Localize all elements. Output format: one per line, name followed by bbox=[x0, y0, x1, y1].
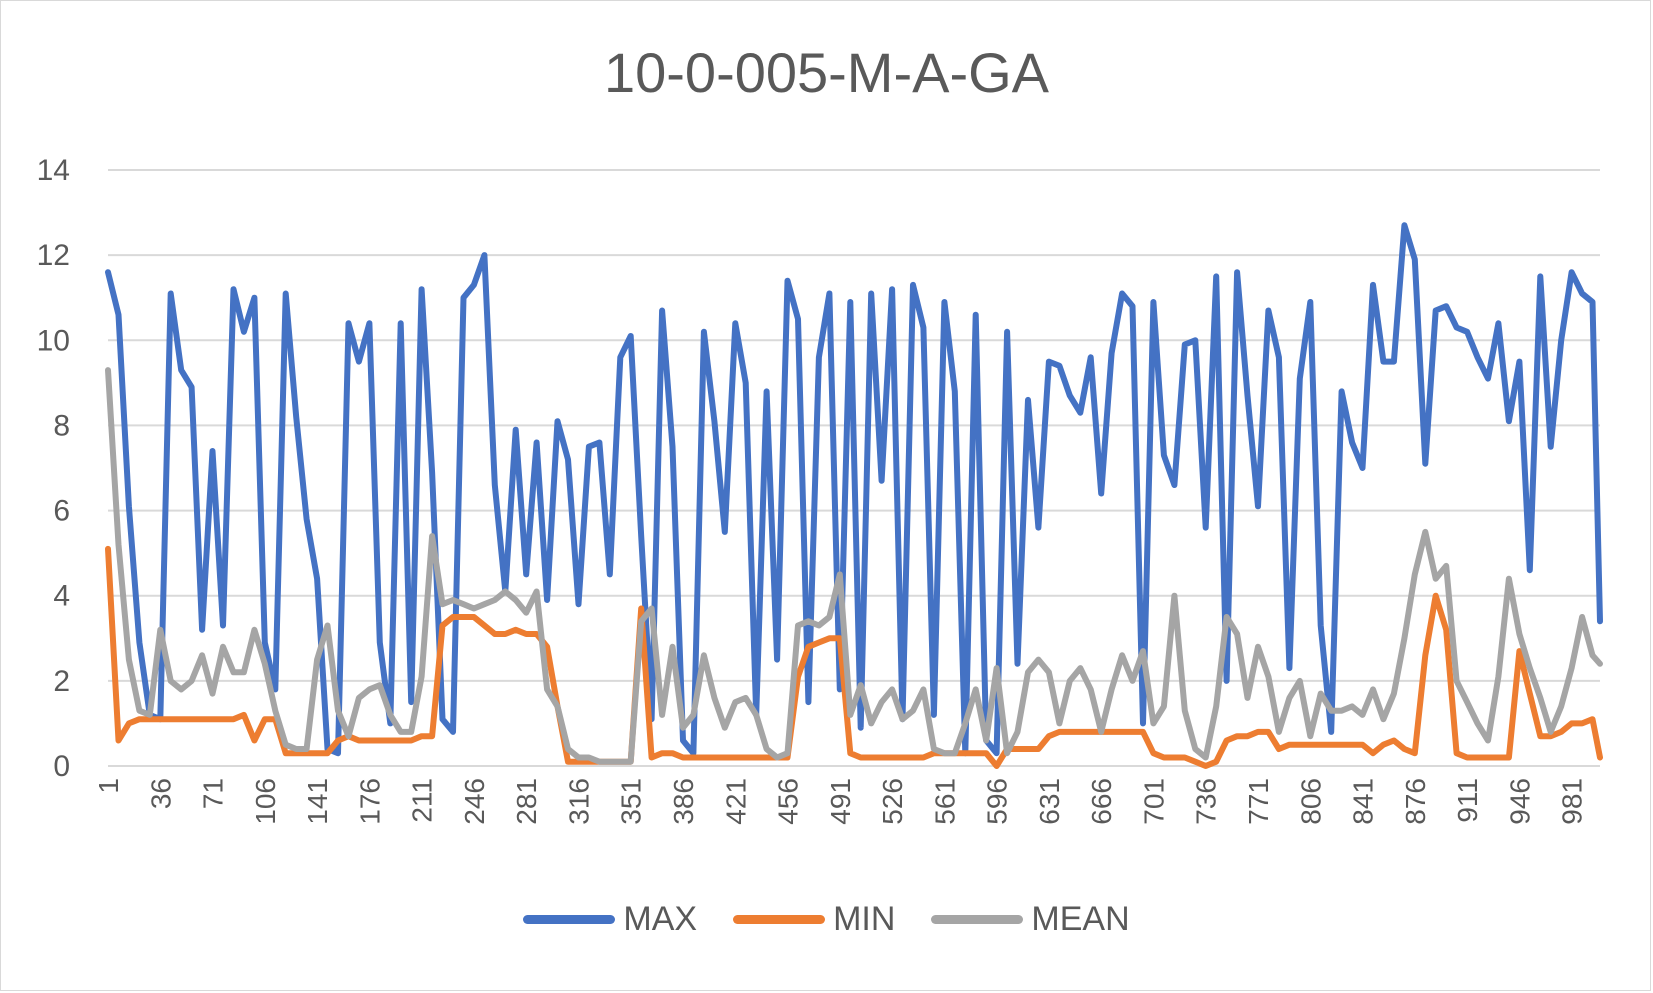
y-tick-label: 14 bbox=[37, 154, 70, 187]
x-tick-label: 351 bbox=[616, 778, 647, 825]
x-tick-label: 491 bbox=[825, 778, 856, 825]
x-tick-label: 141 bbox=[302, 778, 333, 825]
y-tick-label: 8 bbox=[53, 409, 70, 442]
legend-label: MAX bbox=[623, 900, 698, 938]
y-tick-label: 6 bbox=[53, 495, 70, 528]
x-tick-label: 526 bbox=[877, 778, 908, 825]
y-tick-label: 0 bbox=[53, 750, 70, 783]
chart-legend: MAX MIN MEAN bbox=[0, 900, 1653, 939]
series-line-mean bbox=[105, 367, 1603, 765]
y-tick-label: 10 bbox=[37, 324, 70, 357]
x-tick-label: 456 bbox=[773, 778, 804, 825]
x-tick-label: 106 bbox=[250, 778, 281, 825]
x-tick-label: 946 bbox=[1504, 778, 1535, 825]
legend-swatch bbox=[523, 915, 616, 924]
x-tick-label: 631 bbox=[1034, 778, 1065, 825]
legend-item-mean: MEAN bbox=[931, 900, 1130, 939]
x-tick-label: 701 bbox=[1138, 778, 1169, 825]
legend-swatch bbox=[733, 915, 826, 924]
x-tick-label: 771 bbox=[1243, 778, 1274, 825]
chart-title: 10-0-005-M-A-GA bbox=[603, 41, 1050, 104]
x-tick-label: 806 bbox=[1295, 778, 1326, 825]
legend-label: MIN bbox=[833, 900, 896, 938]
x-tick-label: 876 bbox=[1400, 778, 1431, 825]
x-tick-label: 981 bbox=[1557, 778, 1588, 825]
legend-label: MEAN bbox=[1031, 900, 1130, 938]
x-tick-label: 1 bbox=[93, 778, 124, 794]
series-line-max bbox=[105, 222, 1603, 757]
x-tick-label: 281 bbox=[511, 778, 542, 825]
x-tick-label: 71 bbox=[198, 778, 229, 809]
x-tick-label: 561 bbox=[929, 778, 960, 825]
legend-swatch bbox=[931, 915, 1024, 924]
x-tick-label: 316 bbox=[563, 778, 594, 825]
x-tick-label: 841 bbox=[1348, 778, 1379, 825]
x-tick-label: 211 bbox=[407, 778, 438, 823]
x-tick-label: 736 bbox=[1191, 778, 1222, 825]
y-tick-label: 12 bbox=[37, 239, 70, 272]
x-tick-label: 246 bbox=[459, 778, 490, 825]
legend-item-max: MAX bbox=[523, 900, 697, 939]
y-tick-label: 4 bbox=[53, 580, 70, 613]
x-tick-label: 421 bbox=[720, 778, 751, 825]
x-tick-label: 911 bbox=[1452, 778, 1483, 823]
x-tick-label: 386 bbox=[668, 778, 699, 825]
x-tick-label: 596 bbox=[982, 778, 1013, 825]
x-tick-label: 36 bbox=[145, 778, 176, 809]
series-line-min bbox=[105, 545, 1603, 769]
y-tick-label: 2 bbox=[53, 665, 70, 698]
x-tick-label: 666 bbox=[1086, 778, 1117, 825]
x-tick-label: 176 bbox=[354, 778, 385, 825]
legend-item-min: MIN bbox=[733, 900, 895, 939]
